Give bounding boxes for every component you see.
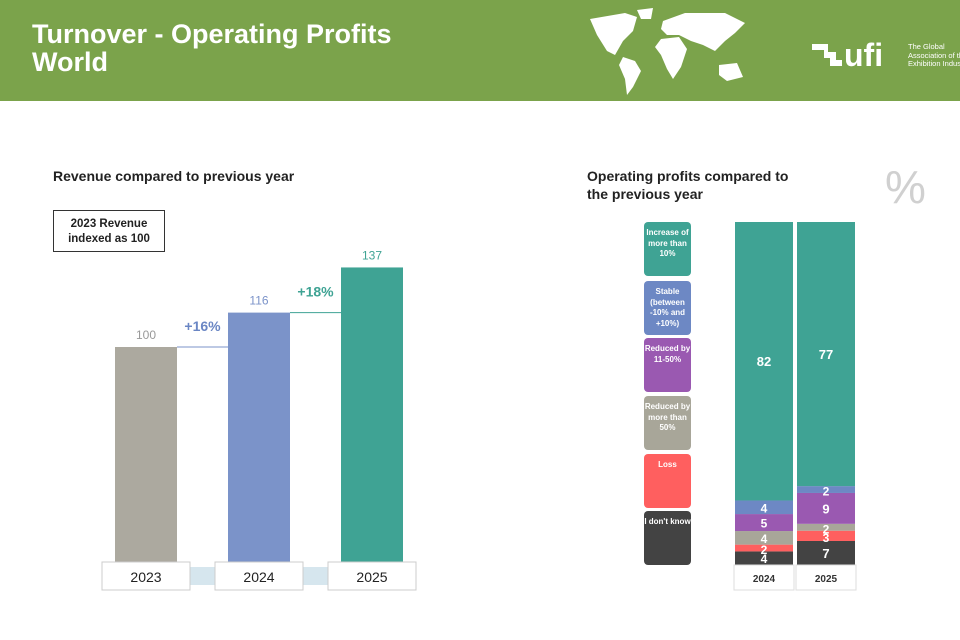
segment-label: 5 (761, 517, 768, 531)
percent-unit: % (885, 161, 926, 213)
segment-2025 (797, 222, 855, 487)
legend-item: Stable (between -10% and +10%) (644, 281, 691, 335)
segment-label: 77 (819, 347, 833, 362)
bar-2025 (341, 267, 403, 562)
segment-label: 4 (761, 532, 768, 546)
title-line-2: World (32, 47, 108, 77)
segment-2024 (735, 500, 793, 515)
x-tick-label: 2024 (753, 574, 776, 585)
x-tick-box (101, 561, 191, 591)
change-label: +16% (184, 318, 221, 334)
segment-2024 (735, 514, 793, 532)
segment-2024 (735, 222, 793, 501)
segment-2025 (797, 486, 855, 493)
title-line-1: Turnover - Operating Profits (32, 19, 392, 49)
legend-item: Reduced by 11-50% (644, 338, 691, 392)
x-tick-label: 2024 (243, 569, 274, 585)
world-map-icon (590, 8, 745, 95)
bar-2023 (115, 347, 177, 562)
segment-2025 (797, 492, 855, 524)
segment-2024 (735, 551, 793, 565)
segment-label: 2 (823, 522, 830, 536)
x-tick-box (214, 561, 304, 591)
axis-connector (303, 567, 328, 585)
segment-2024 (735, 544, 793, 552)
value-label: 116 (249, 294, 268, 308)
value-label: 100 (136, 328, 156, 342)
revenue-chart-title: Revenue compared to previous year (53, 168, 295, 184)
x-tick-label: 2025 (356, 569, 387, 585)
legend-item: Increase of more than 10% (644, 222, 691, 276)
segment-label: 7 (822, 546, 829, 561)
x-tick-box (795, 564, 857, 591)
segment-2024 (735, 531, 793, 545)
profit-chart-title: Operating profits compared to the previou… (587, 168, 789, 202)
legend-item: Reduced by more than 50% (644, 396, 691, 450)
x-tick-box (733, 564, 795, 591)
index-note: 2023 Revenue indexed as 100 (53, 210, 165, 252)
header-banner: Turnover - Operating Profits World ufi Th… (0, 0, 960, 101)
change-label: +18% (297, 284, 334, 300)
ufi-logo: ufi (812, 38, 883, 72)
bar-2024 (228, 312, 290, 562)
svg-text:ufi: ufi (844, 38, 883, 72)
axis-connector (190, 567, 215, 585)
segment-label: 3 (823, 531, 830, 545)
legend-item: Loss (644, 454, 691, 508)
page-title: Turnover - Operating Profits World (32, 20, 392, 76)
segment-label: 2 (761, 543, 768, 557)
segment-label: 4 (761, 552, 768, 566)
segment-label: 2 (823, 485, 830, 499)
x-tick-label: 2025 (815, 574, 838, 585)
segment-2025 (797, 530, 855, 541)
segment-label: 82 (757, 354, 771, 369)
segment-2025 (797, 540, 855, 565)
segment-label: 9 (822, 501, 829, 516)
legend-item: I don't know (644, 511, 691, 565)
x-tick-box (327, 561, 417, 591)
value-label: 137 (362, 248, 382, 262)
segment-2025 (797, 523, 855, 531)
x-tick-label: 2023 (130, 569, 161, 585)
segment-label: 4 (761, 501, 768, 515)
